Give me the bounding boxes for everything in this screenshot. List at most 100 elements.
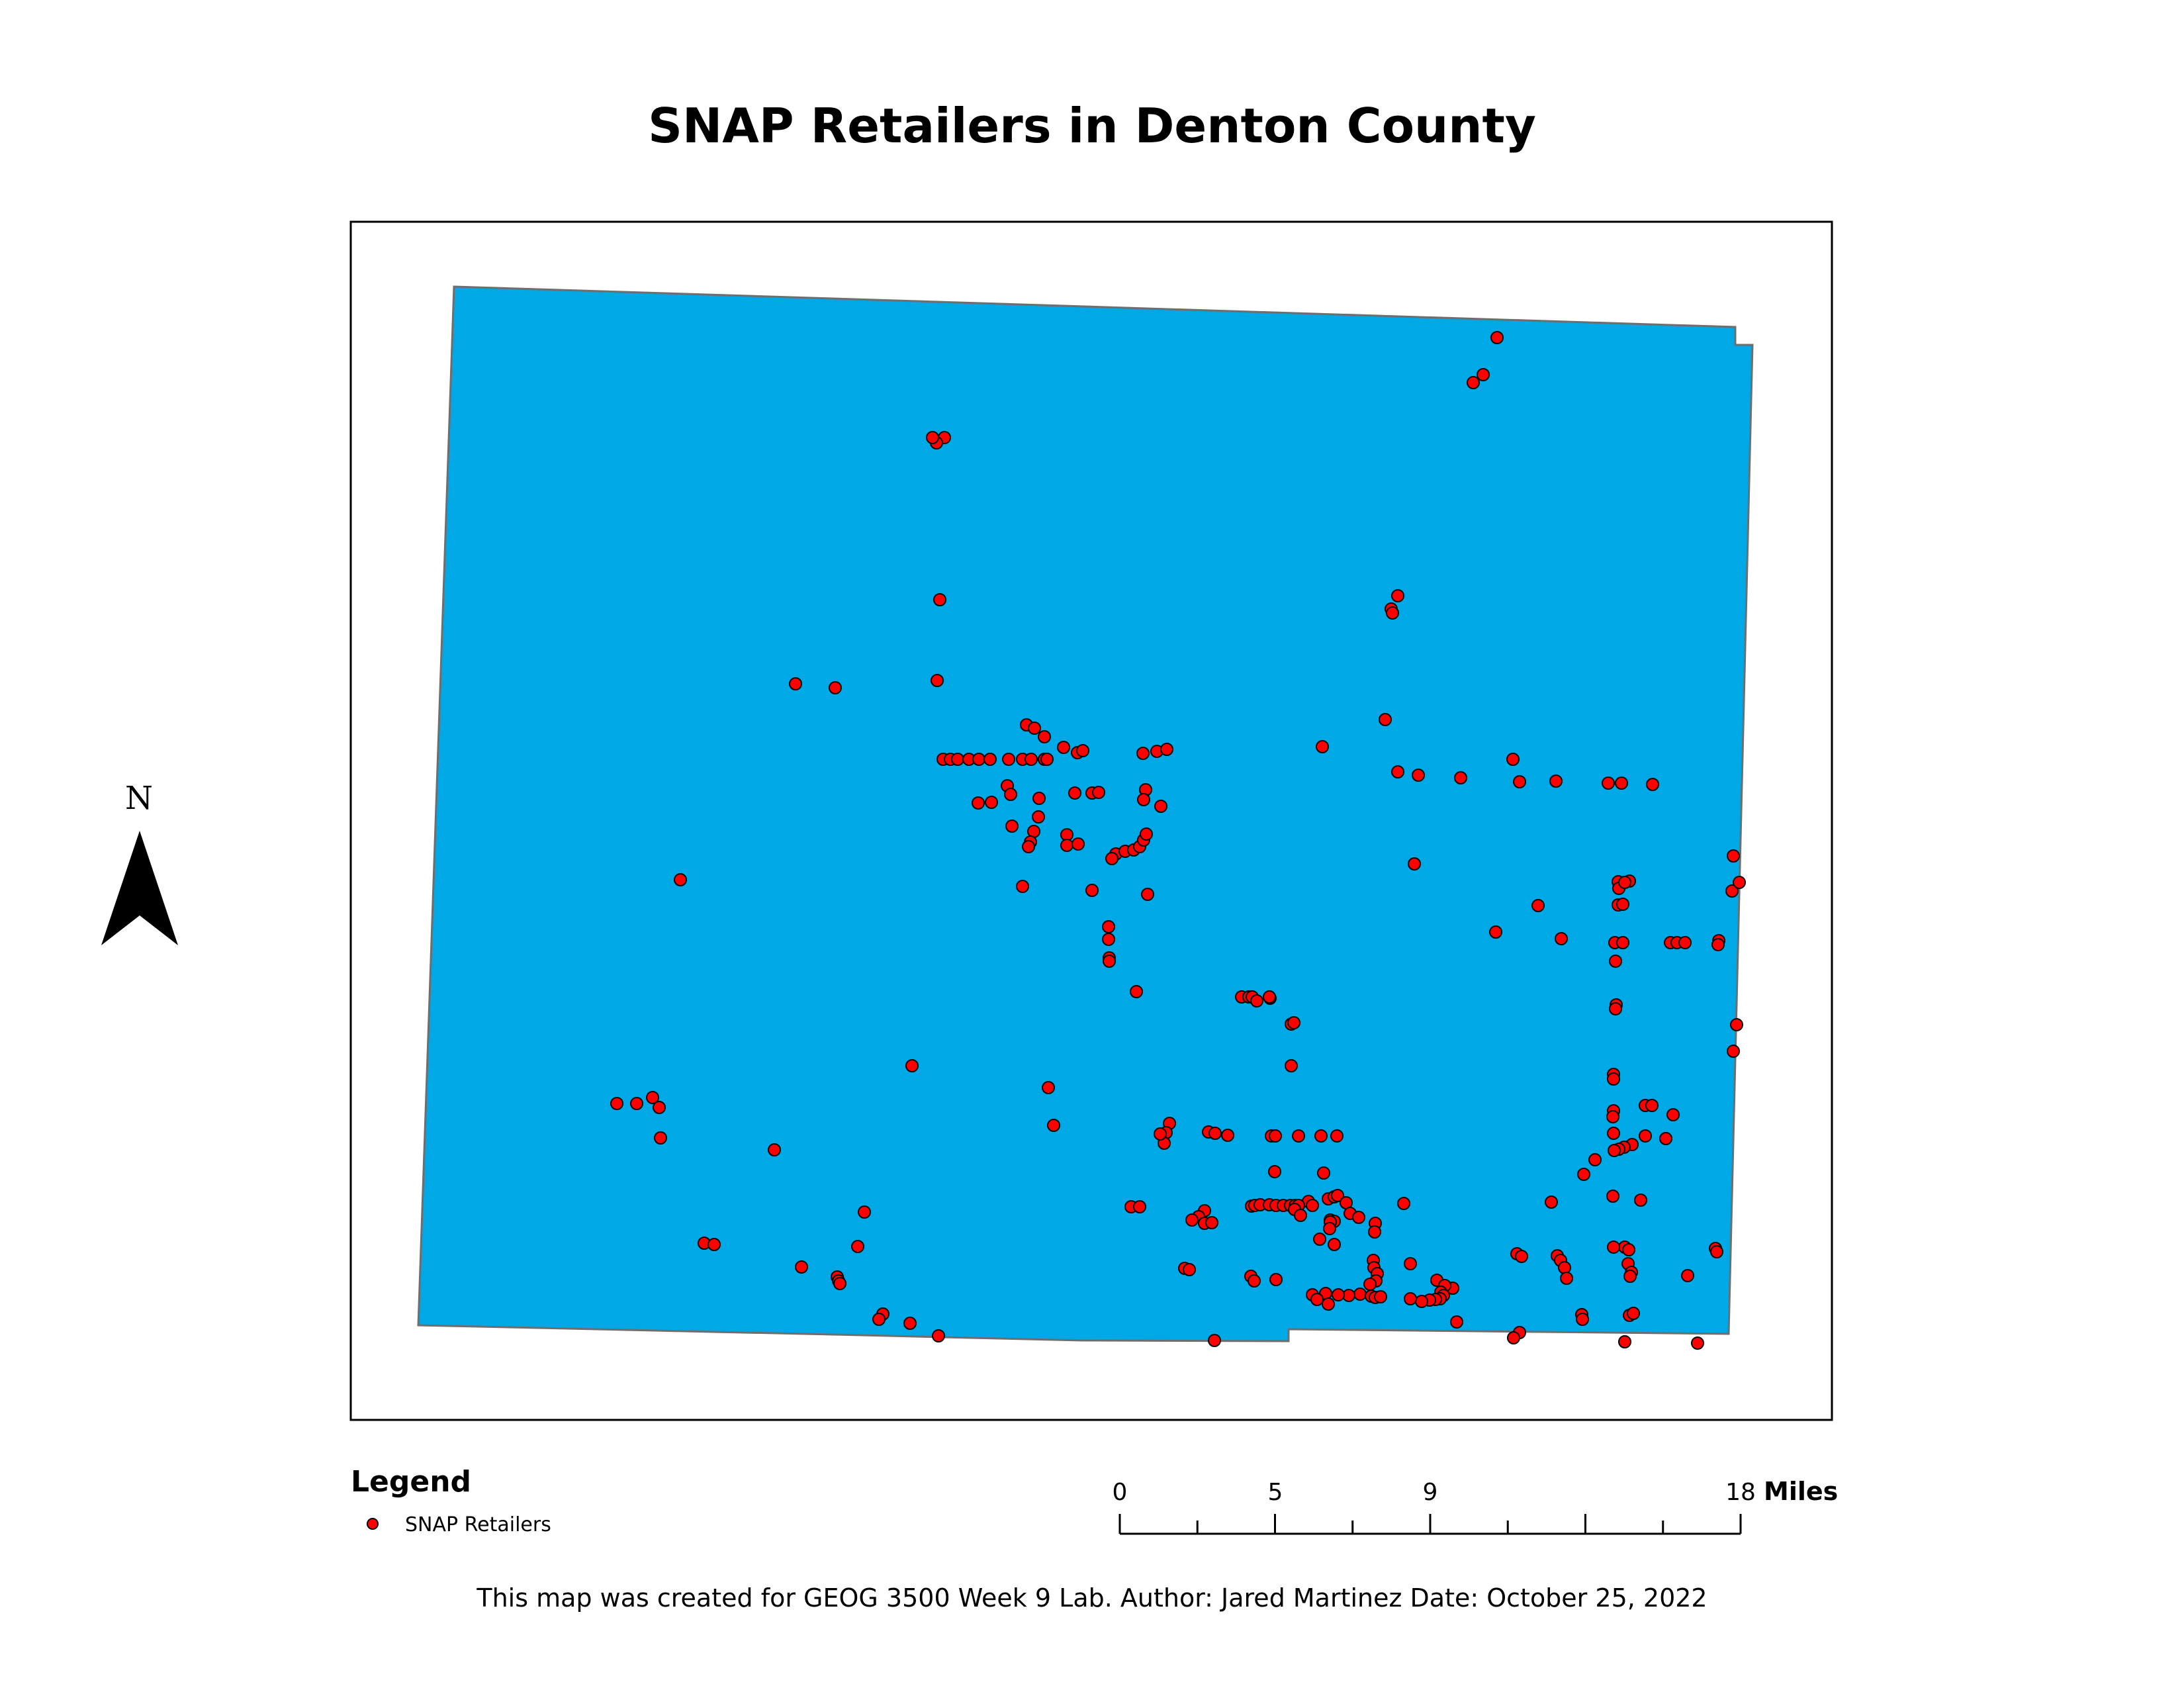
retailer-point [1515,1250,1528,1263]
retailer-point [1727,849,1740,863]
north-arrow-icon [101,831,178,945]
retailer-point [1379,713,1392,726]
scale-units: Miles [1764,1477,1838,1506]
retailer-point [1040,753,1054,766]
retailer-point [833,1277,846,1290]
retailer-point [1060,839,1073,852]
retailer-point [1555,932,1568,945]
map-credit: This map was created for GEOG 3500 Week … [476,1583,1707,1613]
retailer-point [1477,368,1490,381]
retailer-point [1607,1072,1620,1086]
retailer-point [1607,1241,1620,1254]
retailer-point [1606,1110,1619,1123]
retailer-point [1609,955,1622,968]
retailer-point [931,674,944,687]
retailer-point [1032,792,1046,805]
retailer-point [1391,765,1404,778]
retailer-point [1489,925,1502,939]
retailer-point [1016,880,1029,893]
retailer-point [1609,1002,1622,1015]
retailer-point [1450,1315,1463,1329]
retailer-point [983,753,997,766]
retailer-point [1322,1297,1335,1311]
north-label: N [125,780,153,817]
retailer-point [1136,747,1150,760]
scale-label-9: 9 [1423,1479,1438,1506]
retailer-point [1727,1045,1740,1058]
retailer-point [1102,933,1115,946]
retailer-point [1634,1194,1647,1207]
retailer-point [1560,1272,1573,1285]
legend-heading: Legend [351,1465,471,1499]
retailer-point [1310,1293,1324,1306]
retailer-point [1294,1209,1307,1222]
retailer-point [1085,884,1099,897]
retailer-point [1454,771,1467,784]
retailer-point [1331,1189,1344,1202]
retailer-point [933,593,946,606]
retailer-point [1545,1196,1558,1209]
retailer-point [1032,810,1045,823]
retailer-point [1490,331,1504,344]
retailer-point [707,1238,721,1251]
retailer-point [1397,1197,1410,1210]
retailer-point [1314,1129,1328,1143]
retailer-point [1133,1200,1146,1213]
retailer-point [1606,1190,1619,1203]
retailer-point [1285,1059,1298,1072]
map-title: SNAP Retailers in Denton County [648,98,1536,154]
retailer-point [1248,1274,1261,1288]
retailer-point [1208,1127,1222,1140]
retailer-point [1616,936,1629,949]
retailer-point [1221,1129,1234,1142]
retailer-point [1645,1099,1659,1112]
retailer-point [1250,994,1263,1008]
retailer-point [1024,753,1038,766]
red-circle-icon [367,1518,379,1530]
legend: Legend SNAP Retailers [351,1465,551,1536]
retailer-point [1004,788,1017,801]
retailer-point [1386,606,1399,620]
retailer-point [1047,1119,1060,1132]
retailer-point [1710,1245,1723,1258]
retailer-point [1269,1273,1283,1286]
retailer-point [1028,722,1041,735]
retailer-point [1691,1336,1704,1350]
retailer-point [1057,741,1070,754]
retailer-point [1467,376,1480,389]
retailer-point [1549,774,1563,788]
retailer-point [1130,985,1143,998]
retailer-point [1639,1129,1652,1143]
retailer-point [1391,589,1404,602]
retailer-point [1332,1288,1345,1301]
retailer-point [1730,1018,1743,1031]
retailer-point [1105,852,1118,865]
retailer-point [1205,1216,1218,1229]
retailer-point [1607,1127,1620,1140]
retailer-point [1137,793,1150,806]
retailer-point [858,1205,871,1219]
retailer-point [768,1143,781,1156]
retailer-point [1646,778,1659,791]
retailer-point [1103,955,1116,968]
retailer-point [1154,800,1167,813]
retailer-point [1576,1313,1589,1326]
retailer-point [1353,1288,1367,1301]
retailer-point [1408,857,1421,870]
retailer-point [1506,753,1520,766]
retailer-point [789,677,802,690]
retailer-point [1404,1257,1417,1270]
retailer-point [1616,898,1629,911]
retailer-point [1374,1290,1387,1303]
retailer-point [1507,1331,1520,1344]
retailer-point [674,873,687,886]
retailer-point [1412,769,1425,782]
retailer-point [1608,1144,1621,1157]
retailer-point [985,796,998,809]
retailer-point [1071,837,1085,851]
retailer-point [1602,776,1615,790]
retailer-point [1076,744,1089,757]
retailer-point [654,1131,667,1145]
retailer-point [1185,1213,1199,1227]
